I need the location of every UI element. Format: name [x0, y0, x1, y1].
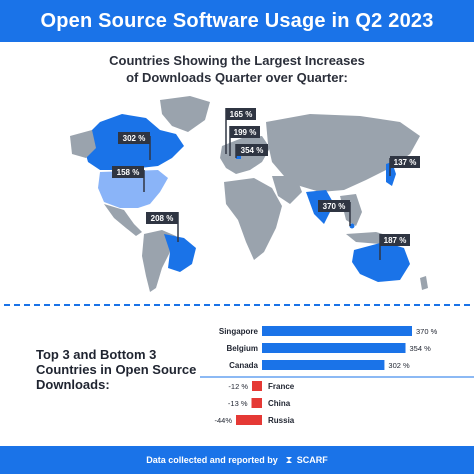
bar-value-russia: -44% [214, 416, 232, 425]
flag-australia: 187 % [379, 234, 410, 260]
svg-text:137 %: 137 % [394, 158, 417, 167]
svg-text:208 %: 208 % [151, 214, 174, 223]
bar-label-belgium: Belgium [226, 344, 258, 353]
flag-europe-2: 199 % [229, 126, 260, 156]
flag-belgium: 354 % [235, 144, 268, 158]
mexico-shape [104, 204, 142, 236]
australia-shape [352, 242, 410, 282]
bar-value-canada: 302 % [388, 361, 410, 370]
bar-russia [236, 415, 262, 425]
svg-text:187 %: 187 % [384, 236, 407, 245]
caption-line-1: Top 3 and Bottom 3 [36, 347, 157, 362]
belgium-shape [236, 154, 241, 159]
bar-value-france: -12 % [228, 382, 248, 391]
svg-text:354 %: 354 % [241, 146, 264, 155]
bar-canada [262, 360, 385, 370]
middle-east-shape [272, 176, 302, 204]
header-bar: Open Source Software Usage in Q2 2023 [0, 0, 474, 42]
footer-bar: Data collected and reported by SCARF [0, 446, 474, 474]
flag-canada: 302 % [118, 132, 151, 160]
africa-shape [224, 178, 282, 260]
bar-value-belgium: 354 % [410, 344, 432, 353]
bar-chart-svg: Singapore 370 % Belgium 354 % Canada 302 % Fra… [200, 326, 474, 425]
bar-label-china: China [268, 399, 291, 408]
bar-china [251, 398, 262, 408]
map-title-line-2: of Downloads Quarter over Quarter: [126, 70, 348, 85]
bar-chart: Singapore 370 % Belgium 354 % Canada 302 % Fra… [200, 322, 474, 434]
svg-text:370 %: 370 % [323, 202, 346, 211]
world-map: 302 % 158 % 208 % 165 % 199 % 354 % [0, 92, 474, 298]
bar-label-singapore: Singapore [219, 327, 259, 336]
greenland-shape [160, 96, 210, 132]
flag-europe-1: 165 % [225, 108, 256, 154]
flag-japan: 137 % [389, 156, 420, 176]
bar-france [252, 381, 262, 391]
flag-singapore: 370 % [318, 200, 351, 226]
bar-label-russia: Russia [268, 416, 295, 425]
bar-label-france: France [268, 382, 295, 391]
section-divider [4, 304, 470, 306]
bar-singapore [262, 326, 412, 336]
new-zealand-shape [420, 276, 428, 290]
map-title-line-1: Countries Showing the Largest Increases [109, 53, 365, 68]
usa-shape [98, 170, 168, 208]
page-title: Open Source Software Usage in Q2 2023 [40, 9, 434, 32]
footer-text: Data collected and reported by [146, 455, 278, 465]
bar-label-canada: Canada [229, 361, 258, 370]
bar-value-china: -13 % [228, 399, 248, 408]
map-section-title: Countries Showing the Largest Increases … [0, 52, 474, 86]
svg-text:165 %: 165 % [230, 110, 253, 119]
bar-chart-caption: Top 3 and Bottom 3 Countries in Open Sou… [36, 347, 206, 392]
caption-line-3: Downloads: [36, 377, 110, 392]
world-map-svg: 302 % 158 % 208 % 165 % 199 % 354 % [70, 96, 428, 292]
scarf-icon [285, 457, 292, 463]
brazil-shape [164, 234, 196, 272]
asia-shape [266, 114, 420, 192]
scarf-logo: SCARF [284, 455, 328, 465]
flag-usa: 158 % [112, 166, 145, 192]
svg-text:302 %: 302 % [123, 134, 146, 143]
alaska-shape [70, 130, 96, 158]
caption-line-2: Countries in Open Source [36, 362, 197, 377]
footer-brand: SCARF [296, 455, 328, 465]
bar-value-singapore: 370 % [416, 327, 438, 336]
bar-belgium [262, 343, 406, 353]
svg-text:158 %: 158 % [117, 168, 140, 177]
flag-brazil: 208 % [146, 212, 179, 242]
south-america-shape [142, 230, 176, 292]
svg-text:199 %: 199 % [234, 128, 257, 137]
